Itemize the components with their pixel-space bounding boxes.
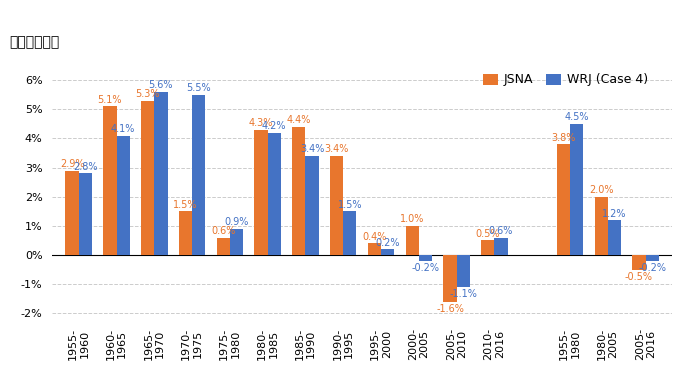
Bar [65, 171, 79, 255]
Text: 4.1%: 4.1% [111, 124, 135, 134]
Text: 1.5%: 1.5% [173, 200, 198, 210]
Bar [570, 124, 583, 255]
Bar [556, 144, 570, 255]
Bar [292, 127, 306, 255]
Bar [443, 255, 457, 302]
Text: 年平均成長率: 年平均成長率 [9, 35, 59, 50]
Text: 0.9%: 0.9% [224, 217, 249, 227]
Bar [457, 255, 470, 287]
Text: 4.3%: 4.3% [249, 118, 273, 128]
Bar [368, 243, 381, 255]
Bar [594, 197, 608, 255]
Text: 0.5%: 0.5% [475, 229, 500, 239]
Bar [268, 133, 281, 255]
Bar [344, 211, 357, 255]
Text: 2.8%: 2.8% [73, 162, 98, 172]
Text: 1.2%: 1.2% [602, 209, 627, 219]
Text: 2.9%: 2.9% [60, 159, 85, 169]
Bar [405, 226, 419, 255]
Text: 0.6%: 0.6% [211, 226, 236, 236]
Bar [230, 229, 243, 255]
Bar [216, 237, 230, 255]
Bar [481, 240, 495, 255]
Bar [419, 255, 432, 261]
Bar [103, 106, 117, 255]
Text: 0.4%: 0.4% [362, 232, 387, 242]
Text: 5.6%: 5.6% [148, 80, 173, 90]
Text: 4.5%: 4.5% [564, 112, 589, 122]
Text: 0.2%: 0.2% [375, 238, 400, 248]
Text: -0.5%: -0.5% [625, 272, 653, 282]
Bar [608, 220, 621, 255]
Bar [179, 211, 192, 255]
Text: 2.0%: 2.0% [589, 185, 613, 195]
Text: -0.2%: -0.2% [412, 263, 440, 273]
Bar [381, 249, 394, 255]
Legend: JSNA, WRJ (Case 4): JSNA, WRJ (Case 4) [477, 69, 653, 92]
Bar [306, 156, 319, 255]
Bar [141, 100, 155, 255]
Text: 5.1%: 5.1% [98, 95, 122, 105]
Bar [330, 156, 344, 255]
Text: 0.6%: 0.6% [489, 226, 513, 236]
Text: 1.5%: 1.5% [337, 200, 362, 210]
Bar [495, 237, 508, 255]
Text: 5.3%: 5.3% [135, 89, 160, 99]
Bar [632, 255, 646, 270]
Text: 3.4%: 3.4% [300, 144, 324, 154]
Text: 5.5%: 5.5% [186, 83, 211, 93]
Bar [155, 92, 168, 255]
Text: -1.1%: -1.1% [449, 290, 477, 299]
Text: 4.2%: 4.2% [262, 121, 286, 131]
Bar [79, 173, 92, 255]
Bar [192, 95, 205, 255]
Bar [117, 135, 130, 255]
Text: 3.4%: 3.4% [324, 144, 349, 154]
Text: -0.2%: -0.2% [638, 263, 666, 273]
Text: 4.4%: 4.4% [286, 116, 311, 125]
Text: 1.0%: 1.0% [400, 214, 425, 224]
Bar [646, 255, 659, 261]
Bar [254, 130, 268, 255]
Text: -1.6%: -1.6% [436, 304, 464, 314]
Text: 3.8%: 3.8% [551, 133, 576, 143]
